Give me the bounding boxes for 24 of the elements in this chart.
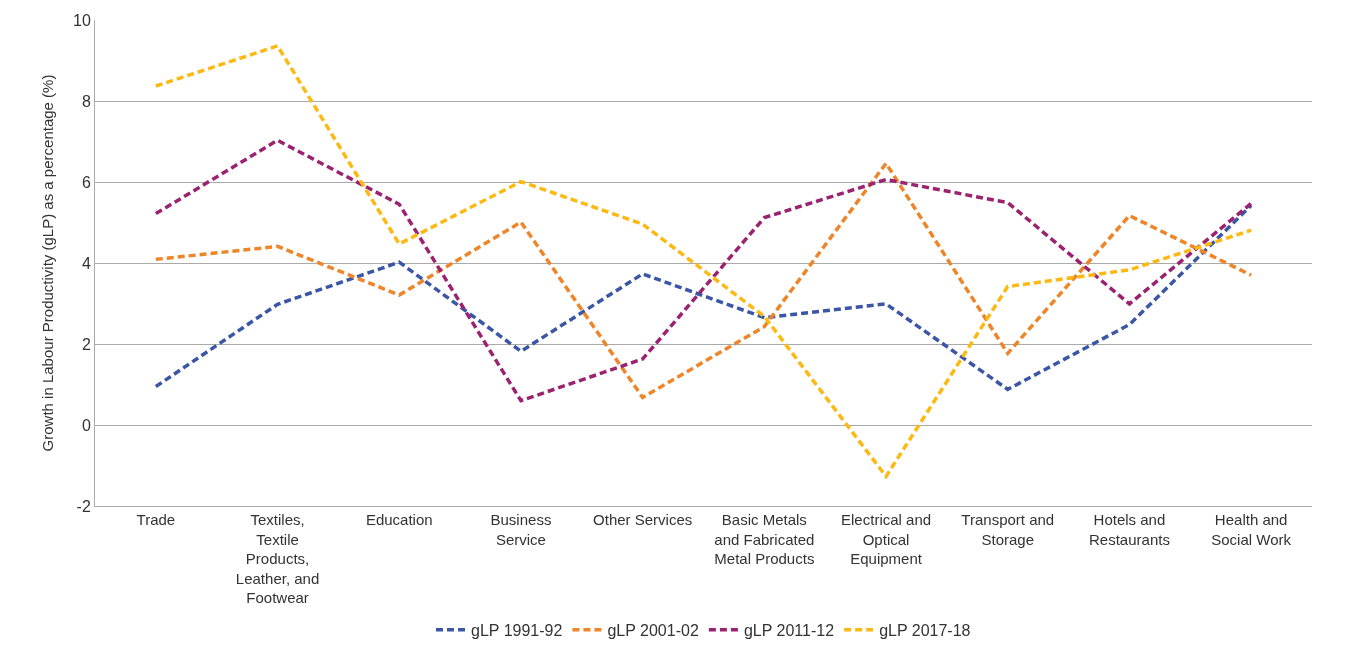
x-tick-label: Textiles, Textile Products, Leather, and Footwear	[235, 511, 320, 606]
y-tick-label: 10	[73, 11, 91, 29]
legend-label: gLP 2011-12	[743, 622, 835, 640]
x-tick-label: Education	[365, 511, 433, 528]
x-tick-label: Hotels and Restaurants	[1089, 511, 1170, 548]
line-series	[154, 44, 1253, 479]
line-series	[154, 203, 1253, 392]
x-tick-label: Electrical and Optical Equipment	[841, 511, 932, 567]
y-tick-label: 8	[81, 92, 91, 110]
x-tick-label: Business Service	[490, 511, 552, 548]
y-tick-label: -2	[76, 497, 91, 515]
x-tick-label: Basic Metals and Fabricated Metal Products	[714, 511, 815, 567]
x-tick-label: Trade	[136, 511, 176, 528]
y-tick-label: 2	[81, 335, 91, 353]
y-tick-label: 0	[81, 416, 91, 434]
x-tick-label: Health and Social Work	[1211, 511, 1292, 548]
x-tick-label: Other Services	[593, 511, 693, 528]
legend-label: gLP 1991-92	[471, 622, 563, 640]
y-tick-label: 6	[81, 173, 91, 191]
x-tick-label: Transport and Storage	[961, 511, 1055, 548]
y-axis-title: Growth in Labour Productivity (gLP) as a percentage (%)	[39, 74, 57, 452]
legend-label: gLP 2001-02	[607, 622, 699, 640]
y-tick-label: 4	[81, 254, 91, 272]
legend-label: gLP 2017-18	[879, 622, 971, 640]
